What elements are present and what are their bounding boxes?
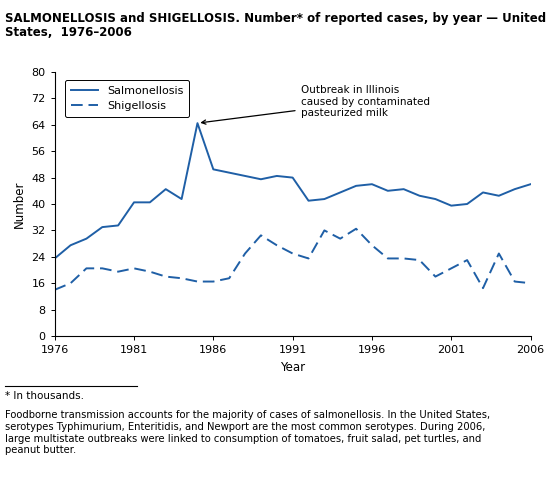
Shigellosis — [194, 279, 201, 285]
Text: * In thousands.: * In thousands. — [5, 391, 84, 401]
Shigellosis — [432, 274, 439, 279]
Shigellosis — [178, 276, 185, 281]
Shigellosis — [337, 236, 344, 241]
Shigellosis — [416, 257, 423, 263]
Shigellosis — [511, 279, 518, 285]
Shigellosis — [210, 279, 217, 285]
Shigellosis — [67, 280, 74, 286]
Shigellosis — [147, 269, 153, 275]
Shigellosis — [353, 226, 359, 232]
Shigellosis — [131, 265, 137, 271]
Shigellosis — [400, 255, 407, 261]
Shigellosis — [226, 276, 232, 281]
Salmonellosis — [162, 186, 169, 192]
Text: States,  1976–2006: States, 1976–2006 — [5, 26, 132, 39]
Shigellosis — [527, 280, 534, 286]
Shigellosis — [274, 242, 280, 248]
Salmonellosis — [464, 201, 470, 207]
Salmonellosis — [305, 198, 312, 204]
Salmonellosis — [480, 190, 486, 195]
Salmonellosis — [321, 196, 328, 202]
Salmonellosis — [496, 193, 502, 199]
Salmonellosis — [67, 242, 74, 248]
Salmonellosis — [511, 186, 518, 192]
Salmonellosis — [51, 255, 58, 261]
Salmonellosis — [353, 183, 359, 189]
Salmonellosis — [99, 224, 106, 230]
Shigellosis — [51, 287, 58, 293]
X-axis label: Year: Year — [280, 360, 305, 373]
Line: Shigellosis: Shigellosis — [55, 229, 531, 290]
Shigellosis — [115, 269, 121, 275]
Shigellosis — [385, 255, 391, 261]
Shigellosis — [162, 274, 169, 279]
Shigellosis — [83, 265, 90, 271]
Text: Outbreak in Illinois
caused by contaminated
pasteurized milk: Outbreak in Illinois caused by contamina… — [202, 85, 429, 124]
Salmonellosis — [194, 120, 201, 126]
Shigellosis — [99, 265, 106, 271]
Salmonellosis — [210, 167, 217, 172]
Legend: Salmonellosis, Shigellosis: Salmonellosis, Shigellosis — [65, 80, 189, 117]
Shigellosis — [305, 255, 312, 261]
Text: Foodborne transmission accounts for the majority of cases of salmonellosis. In t: Foodborne transmission accounts for the … — [5, 410, 491, 455]
Salmonellosis — [369, 181, 375, 187]
Salmonellosis — [337, 190, 344, 195]
Y-axis label: Number: Number — [13, 180, 26, 228]
Shigellosis — [369, 242, 375, 248]
Shigellosis — [480, 285, 486, 291]
Shigellosis — [242, 251, 248, 256]
Salmonellosis — [242, 173, 248, 179]
Salmonellosis — [274, 173, 280, 179]
Text: SALMONELLOSIS and SHIGELLOSIS. Number* of reported cases, by year — United: SALMONELLOSIS and SHIGELLOSIS. Number* o… — [5, 12, 546, 25]
Salmonellosis — [131, 200, 137, 205]
Salmonellosis — [178, 196, 185, 202]
Salmonellosis — [416, 193, 423, 199]
Shigellosis — [448, 265, 455, 271]
Shigellosis — [289, 251, 296, 256]
Line: Salmonellosis: Salmonellosis — [55, 123, 531, 258]
Salmonellosis — [385, 188, 391, 193]
Salmonellosis — [226, 170, 232, 176]
Salmonellosis — [289, 175, 296, 180]
Shigellosis — [258, 232, 264, 238]
Salmonellosis — [527, 181, 534, 187]
Shigellosis — [464, 257, 470, 263]
Salmonellosis — [258, 176, 264, 182]
Salmonellosis — [83, 236, 90, 241]
Salmonellosis — [448, 203, 455, 208]
Salmonellosis — [432, 196, 439, 202]
Salmonellosis — [400, 186, 407, 192]
Salmonellosis — [115, 223, 121, 228]
Shigellosis — [496, 251, 502, 256]
Salmonellosis — [147, 200, 153, 205]
Shigellosis — [321, 228, 328, 233]
